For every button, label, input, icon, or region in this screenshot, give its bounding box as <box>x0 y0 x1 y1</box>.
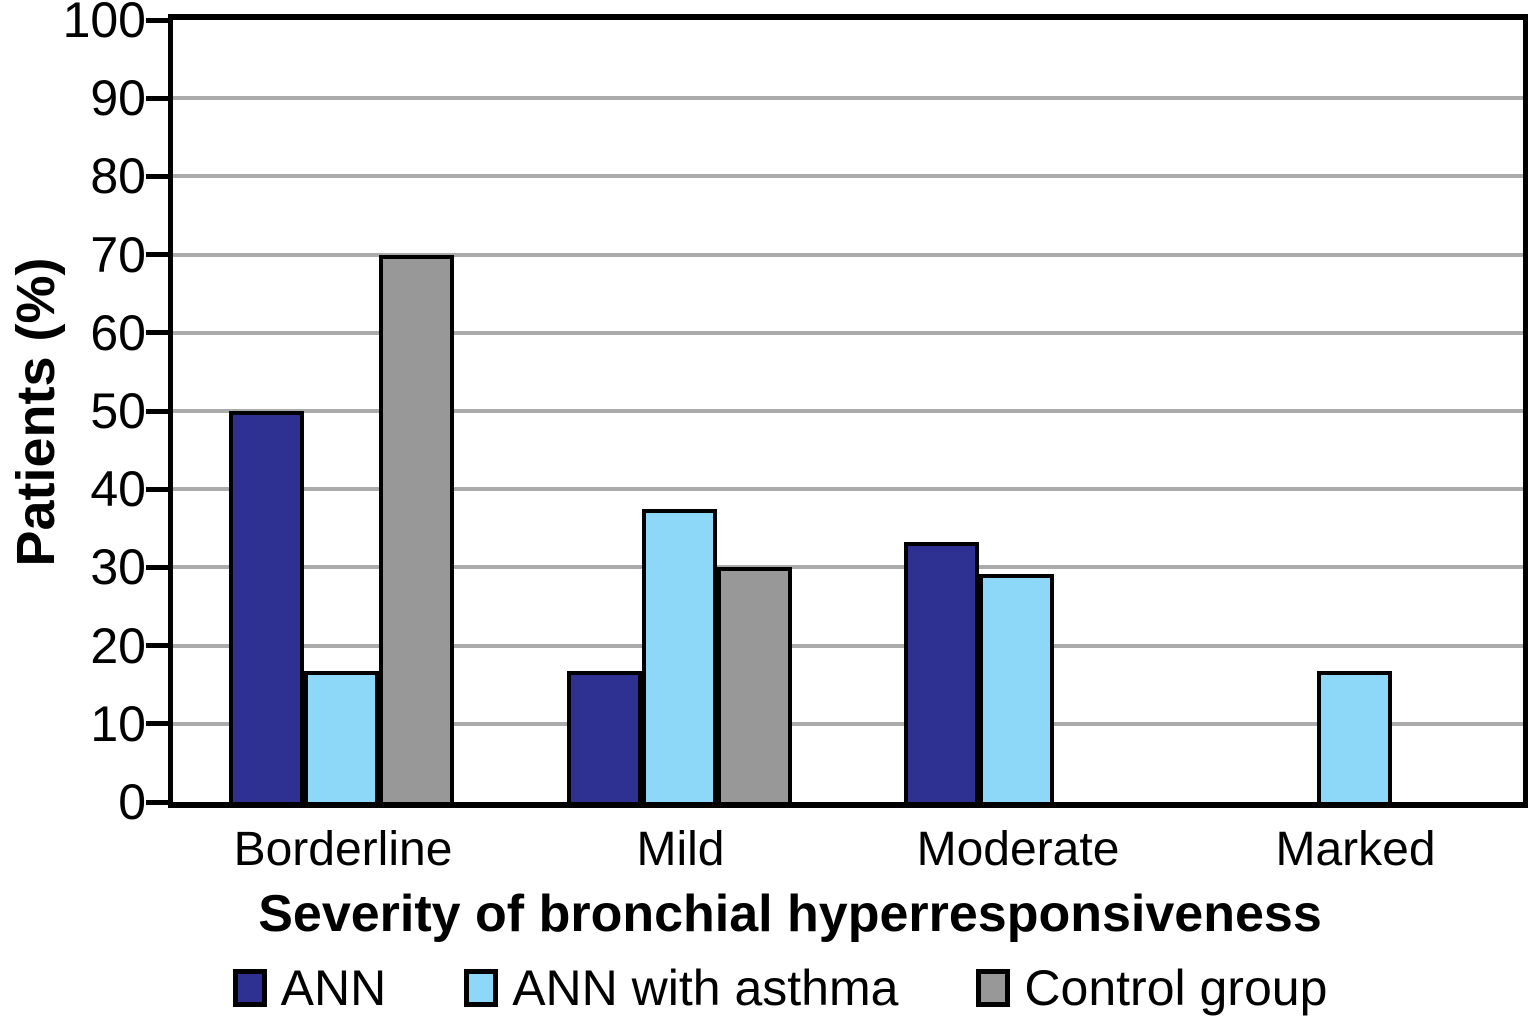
y-tick-label-0: 0 <box>118 774 146 830</box>
legend-item-control-group: Control group <box>976 959 1327 1017</box>
bar-ann-mild <box>566 671 642 802</box>
y-tick-mark-70 <box>146 252 172 258</box>
y-tick-label-90: 90 <box>90 70 146 127</box>
bar-slot-ann-moderate <box>904 20 980 802</box>
y-tick-label-30: 30 <box>90 539 146 596</box>
y-tick-mark-60 <box>146 330 172 336</box>
y-tick-mark-10 <box>146 721 172 727</box>
legend-label-control-group: Control group <box>1024 960 1328 1016</box>
bar-slot-control-group-marked <box>1392 20 1467 802</box>
y-tick-mark-100 <box>146 17 172 23</box>
x-category-label-borderline: Borderline <box>233 823 453 876</box>
y-tick-label-50: 50 <box>90 383 146 439</box>
gridline-80 <box>173 174 1523 179</box>
bar-slot-control-group-mild <box>716 20 792 802</box>
bar-ann-with-asthma-marked <box>1316 671 1392 802</box>
bar-ann-borderline <box>229 411 305 802</box>
bar-group-moderate <box>848 20 1186 802</box>
y-tick-label-20: 20 <box>90 617 146 674</box>
gridline-30 <box>173 565 1523 570</box>
bar-slot-ann-mild <box>566 20 642 802</box>
y-tick-mark-50 <box>146 408 172 414</box>
legend-label-ann-with-asthma: ANN with asthma <box>512 960 899 1016</box>
bar-slot-control-group-borderline <box>379 20 455 802</box>
x-axis-title: Severity of bronchial hyperresponsivenes… <box>258 885 1322 943</box>
bar-group-marked <box>1186 20 1524 802</box>
bar-ann-moderate <box>904 541 980 802</box>
plot-area <box>168 14 1528 808</box>
y-tick-label-60: 60 <box>90 304 146 361</box>
gridline-40 <box>173 487 1523 492</box>
bar-ann-with-asthma-mild <box>641 508 717 802</box>
legend-swatch-ann-with-asthma <box>464 969 499 1007</box>
y-tick-mark-0 <box>146 799 172 805</box>
gridline-70 <box>173 252 1523 257</box>
gridline-90 <box>173 96 1523 101</box>
bar-slot-ann-with-asthma-moderate <box>979 20 1055 802</box>
legend-swatch-ann <box>232 969 267 1007</box>
y-tick-label-100: 100 <box>62 0 146 48</box>
legend-label-ann: ANN <box>280 960 387 1016</box>
bar-slot-ann-borderline <box>229 20 305 802</box>
bar-control-group-mild <box>716 567 792 802</box>
y-tick-mark-30 <box>146 564 172 570</box>
y-tick-mark-90 <box>146 95 172 101</box>
legend-item-ann: ANN <box>232 959 387 1017</box>
bar-slot-control-group-moderate <box>1054 20 1129 802</box>
y-tick-label-70: 70 <box>90 226 146 283</box>
bar-slot-ann-with-asthma-mild <box>641 20 717 802</box>
gridline-50 <box>173 409 1523 413</box>
x-category-label-mild: Mild <box>636 823 725 876</box>
legend-item-ann-with-asthma: ANN with asthma <box>464 959 898 1017</box>
y-tick-mark-40 <box>146 486 172 492</box>
bar-ann-with-asthma-borderline <box>304 671 380 802</box>
y-tick-label-80: 80 <box>90 148 146 205</box>
bar-group-mild <box>511 20 849 802</box>
y-tick-label-40: 40 <box>90 461 146 518</box>
legend: ANN ANN with asthma Control group <box>0 952 1534 1024</box>
x-category-label-moderate: Moderate <box>916 823 1120 876</box>
legend-swatch-control-group <box>976 969 1011 1007</box>
y-tick-mark-80 <box>146 173 172 179</box>
x-category-label-marked: Marked <box>1275 823 1436 876</box>
gridline-10 <box>173 721 1523 726</box>
bar-slot-ann-with-asthma-borderline <box>304 20 380 802</box>
y-tick-label-10: 10 <box>90 695 146 752</box>
bar-slot-ann-marked <box>1242 20 1317 802</box>
gridline-60 <box>173 330 1523 335</box>
bar-slot-ann-with-asthma-marked <box>1316 20 1392 802</box>
bar-group-borderline <box>173 20 511 802</box>
gridline-20 <box>173 643 1523 648</box>
bar-ann-with-asthma-moderate <box>979 573 1055 802</box>
y-tick-mark-20 <box>146 643 172 649</box>
bar-control-group-borderline <box>379 254 455 802</box>
